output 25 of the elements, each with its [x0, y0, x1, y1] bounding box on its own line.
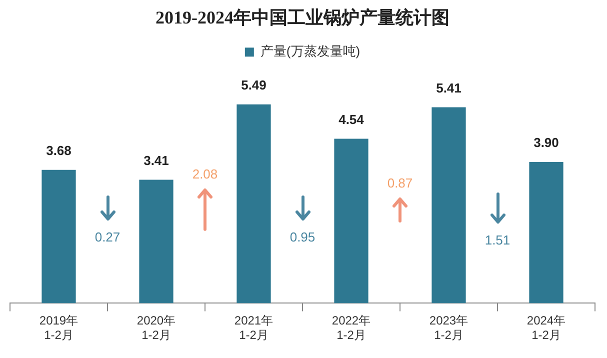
data-label: 5.49 [241, 77, 266, 92]
data-label: 5.41 [436, 80, 462, 96]
bar [236, 104, 271, 304]
x-tick-label: 2022年 1-2月 [332, 314, 371, 342]
x-tick-label: 2024年 1-2月 [526, 314, 566, 342]
annotation: 0.27 [94, 230, 120, 245]
data-label: 3.90 [534, 135, 559, 150]
annotation: 1.51 [484, 232, 510, 248]
bar [432, 107, 466, 304]
annotation: 0.87 [387, 176, 413, 191]
data-label: 3.68 [46, 143, 72, 158]
annotation: 2.08 [192, 166, 218, 182]
chart-title: 2019-2024年中国工业锅炉产量统计图 [156, 7, 450, 28]
bar [139, 180, 174, 304]
bar [42, 170, 76, 304]
x-tick-label: 2019年 1-2月 [39, 314, 78, 342]
data-label: 3.41 [144, 152, 169, 168]
data-label: 4.54 [338, 112, 365, 127]
x-tick-label: 2021年 1-2月 [234, 314, 274, 342]
x-tick-label: 2020年 1-2月 [136, 314, 176, 342]
bar [334, 138, 368, 304]
bar [529, 162, 564, 304]
annotation: 0.95 [290, 230, 316, 245]
legend-label: 产量(万蒸发量吨) [260, 44, 360, 59]
x-tick-label: 2023年 1-2月 [429, 314, 468, 342]
